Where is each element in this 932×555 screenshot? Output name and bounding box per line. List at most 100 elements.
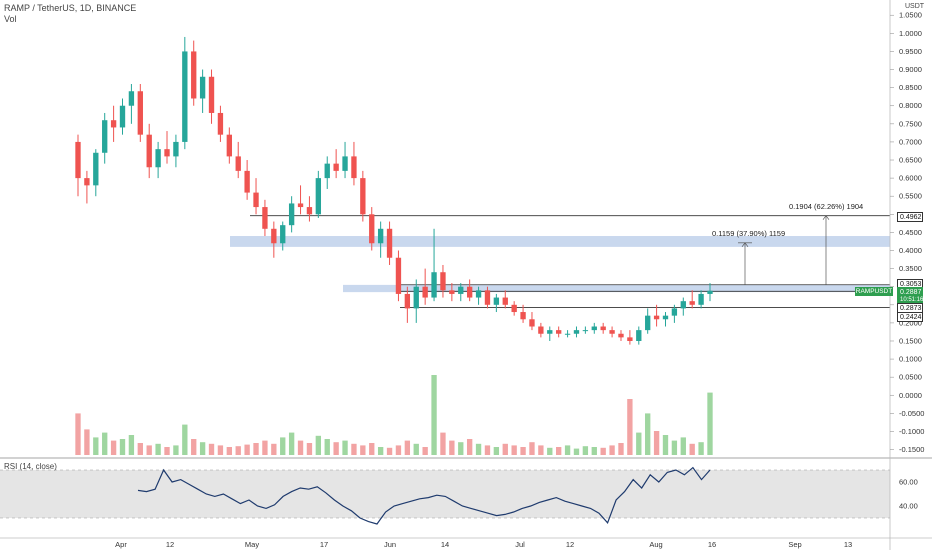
candle-body	[199, 76, 206, 99]
volume-bar	[573, 448, 580, 455]
volume-bar	[235, 446, 241, 455]
volume-bar	[653, 431, 660, 455]
candle-body	[413, 286, 419, 309]
y-tick-label: 0.9500	[899, 47, 922, 56]
volume-bar	[119, 439, 126, 455]
rsi-label: RSI (14, close)	[4, 462, 57, 471]
volume-bar	[164, 447, 170, 455]
volume-bar	[662, 435, 669, 455]
x-tick-label: 14	[441, 540, 449, 549]
symbol-price-badge: RAMPUSDT	[855, 287, 893, 296]
volume-bar	[582, 446, 589, 455]
candle-body	[315, 178, 322, 215]
candle-body	[564, 333, 571, 335]
candle-body	[377, 228, 384, 244]
measure-arrows	[738, 215, 830, 285]
candle-body	[671, 308, 678, 316]
y-tick-label: 0.0000	[899, 391, 922, 400]
y-tick-label: 0.8500	[899, 83, 922, 92]
candle-body	[235, 156, 241, 171]
candle-body	[75, 141, 81, 179]
price-tag-low2: 0.2424	[897, 312, 923, 322]
candle-body	[653, 315, 660, 320]
candle-body	[119, 105, 126, 128]
x-tick-label: 17	[320, 540, 328, 549]
candle-body	[627, 337, 633, 341]
y-tick-label: 0.7000	[899, 137, 922, 146]
candle-body	[618, 333, 624, 338]
candle-body	[271, 228, 277, 244]
y-tick-label: 0.9000	[899, 65, 922, 74]
volume-bar	[324, 439, 330, 455]
volume-bars	[75, 375, 713, 455]
highlight-zones	[230, 236, 890, 293]
candle-body	[582, 330, 589, 332]
volume-bar	[226, 447, 232, 455]
volume-bar	[698, 442, 704, 455]
zone	[343, 284, 890, 293]
volume-bar	[547, 447, 553, 455]
candle-body	[324, 163, 330, 179]
candle-body	[333, 163, 339, 171]
candle-body	[128, 91, 135, 106]
volume-bar	[609, 445, 615, 455]
horizontal-levels	[250, 215, 890, 308]
candle-body	[244, 170, 250, 193]
candle-body	[137, 91, 143, 135]
candle-body	[386, 228, 393, 258]
candle-body	[698, 293, 704, 305]
volume-bar	[253, 443, 259, 455]
candle-body	[297, 203, 304, 208]
measure-label-long: 0.1904 (62.26%) 1904	[789, 202, 864, 211]
volume-bar	[315, 435, 322, 455]
volume-bar	[342, 440, 348, 455]
measure-label-short: 0.1159 (37.90%) 1159	[712, 229, 786, 238]
y-tick-label: 0.8000	[899, 101, 922, 110]
volume-bar	[689, 443, 695, 455]
y-tick-label: 0.0500	[899, 373, 922, 382]
y-tick-label: 0.6500	[899, 156, 922, 165]
volume-bar	[369, 443, 375, 455]
candle-body	[288, 203, 295, 226]
volume-bar	[529, 442, 535, 455]
volume-label: Vol	[4, 14, 17, 24]
volume-bar	[110, 440, 117, 455]
volume-bar	[208, 443, 215, 455]
candle-body	[262, 207, 268, 229]
volume-bar	[493, 447, 500, 455]
candle-body	[369, 214, 375, 244]
volume-bar	[404, 440, 411, 455]
volume-bar	[146, 445, 152, 455]
y-tick-label: -0.1000	[899, 427, 924, 436]
candle-body	[484, 290, 491, 305]
x-tick-label: 12	[166, 540, 174, 549]
y-tick-label: 0.3500	[899, 264, 922, 273]
volume-bar	[600, 447, 606, 455]
rsi-band	[0, 470, 890, 518]
candle-body	[173, 141, 179, 157]
volume-bar	[84, 429, 90, 455]
y-tick-label: 1.0500	[899, 11, 922, 20]
volume-bar	[360, 445, 366, 455]
candle-body	[662, 315, 669, 320]
candlesticks	[75, 36, 713, 345]
volume-bar	[395, 445, 402, 455]
rsi-tick-label: 40.00	[899, 502, 918, 511]
volume-bar	[645, 413, 651, 455]
candle-body	[609, 330, 615, 334]
x-tick-label: Apr	[115, 540, 127, 549]
candle-body	[600, 326, 606, 331]
candle-body	[208, 76, 215, 113]
candle-body	[556, 330, 562, 334]
volume-bar	[466, 439, 473, 455]
volume-bar	[288, 432, 295, 455]
volume-bar	[262, 440, 268, 455]
x-tick-label: 16	[708, 540, 716, 549]
volume-bar	[280, 437, 286, 455]
rsi-tick-label: 60.00	[899, 478, 918, 487]
volume-bar	[440, 432, 446, 455]
volume-bar	[556, 447, 562, 455]
candle-body	[280, 225, 286, 244]
